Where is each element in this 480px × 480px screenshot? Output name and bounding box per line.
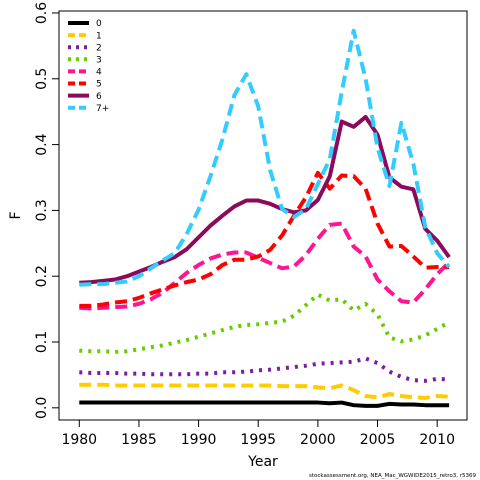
legend: 0 1 2 3 4 5 6 7+ [68, 19, 109, 114]
x-tick-label: 1990 [181, 432, 217, 448]
legend-label: 2 [96, 43, 102, 53]
series-line-6 [79, 114, 451, 285]
y-tick-label: 0.2 [34, 265, 50, 287]
x-axis-title: Year [247, 454, 278, 470]
series-line-5 [79, 170, 450, 308]
series-layer [79, 28, 451, 408]
legend-label: 3 [96, 56, 102, 66]
legend-label: 6 [96, 92, 102, 102]
y-tick-label: 0.4 [34, 133, 50, 155]
legend-label: 5 [96, 80, 102, 90]
x-axis: 1980 1985 1990 1995 2000 2005 2010 [61, 420, 455, 448]
x-tick-label: 2005 [360, 432, 396, 448]
x-tick-label: 2000 [300, 432, 336, 448]
series-line-7plus [79, 28, 451, 287]
y-tick-label: 0.0 [34, 397, 50, 419]
series-line-2 [79, 356, 450, 383]
legend-label: 1 [96, 31, 102, 41]
legend-label: 4 [96, 68, 102, 78]
x-tick-label: 1995 [240, 432, 276, 448]
x-tick-label: 1980 [61, 432, 97, 448]
series-line-4 [79, 221, 451, 311]
series-line-0 [79, 400, 450, 408]
y-axis: 0.0 0.1 0.2 0.3 0.4 0.5 0.6 [34, 2, 59, 419]
plot-frame [58, 10, 468, 421]
footer-credit: stockassessment.org, NEA_Mac_WGWIDE2015_… [309, 473, 477, 479]
y-tick-label: 0.5 [34, 68, 50, 90]
x-tick-label: 2010 [419, 432, 455, 448]
legend-label: 7+ [96, 104, 109, 114]
y-tick-label: 0.6 [34, 2, 50, 24]
legend-label: 0 [96, 19, 102, 29]
series-line-3 [79, 292, 451, 354]
x-tick-label: 1985 [121, 432, 157, 448]
y-tick-label: 0.3 [34, 199, 50, 221]
series-line-1 [79, 382, 450, 400]
y-tick-label: 0.1 [34, 331, 50, 353]
y-axis-title: F [8, 211, 24, 219]
